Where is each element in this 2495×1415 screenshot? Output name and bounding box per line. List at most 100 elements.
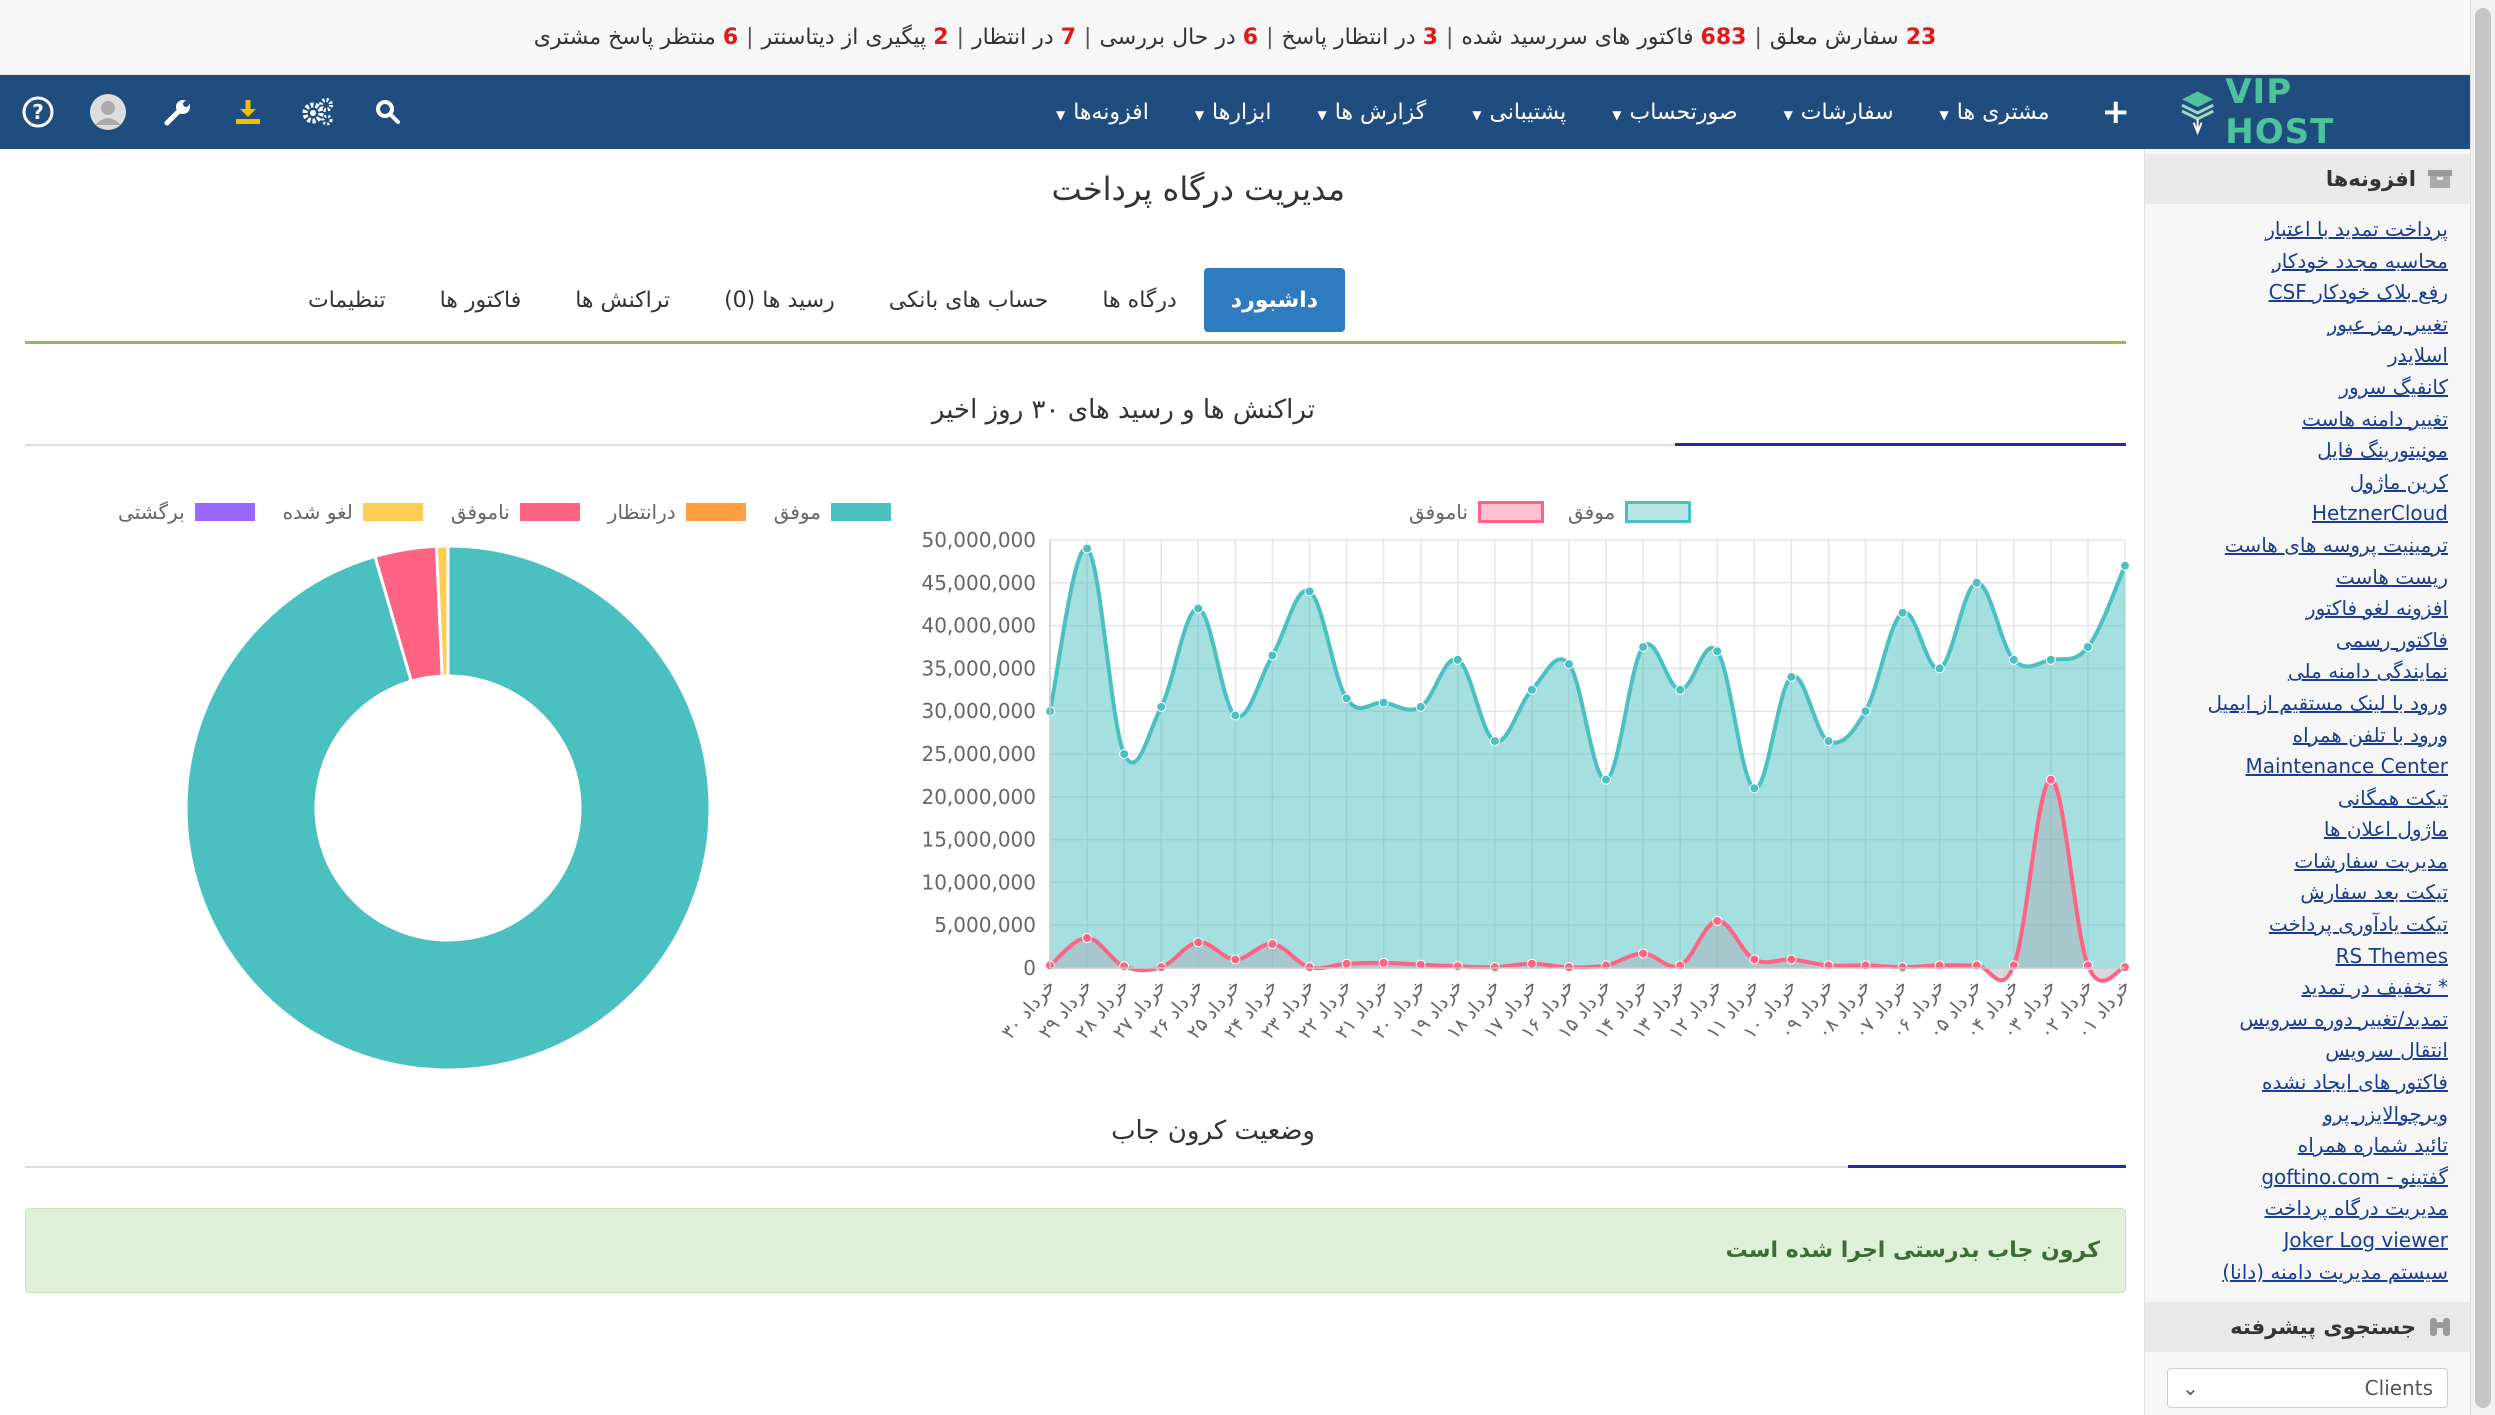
sidebar-link[interactable]: تغییر دامنه هاست [2301, 406, 2448, 431]
sidebar-link[interactable]: اسلایدر [2388, 343, 2448, 368]
data-point [2120, 560, 2130, 571]
area-chart-legend: موفق ناموفق [1385, 500, 1692, 524]
sidebar-link[interactable]: نمایندگی دامنه ملی [2287, 659, 2448, 684]
sidebar-link[interactable]: ورود با تلفن همراه [2292, 722, 2448, 747]
nav-item[interactable]: پشتیبانی ▼ [1472, 100, 1566, 125]
sidebar-link[interactable]: ریست هاست [2335, 564, 2448, 589]
sidebar-link[interactable]: تیکت بعد سفارش [2300, 880, 2448, 905]
sidebar-link[interactable]: * تخفیف در تمدید [2301, 975, 2448, 1000]
sidebar-link[interactable]: پرداخت تمدید با اعتبار [2265, 217, 2448, 241]
search-type-select[interactable]: ⌄ Clients [2167, 1368, 2448, 1409]
sidebar-link[interactable]: گفتینو - goftino.com [2261, 1164, 2448, 1189]
status-bar: 23 سفارش معلق | 683 فاکتور های سررسید شده |… [0, 0, 2470, 75]
legend-item[interactable]: ناموفق [451, 500, 580, 524]
sidebar-link[interactable]: تائید شماره همراه [2297, 1133, 2448, 1158]
sidebar-link[interactable]: RS Themes [2335, 943, 2448, 968]
sidebar-link[interactable]: تغییر رمز عبور [2327, 311, 2448, 336]
legend-item[interactable]: درانتظار [608, 500, 746, 524]
sidebar-link-item: کانفیگ سرور [2145, 372, 2448, 404]
sidebar-link-item: پرداخت تمدید با اعتبار [2145, 214, 2448, 246]
legend-label: موفق [773, 500, 821, 524]
data-point [1675, 684, 1686, 695]
sidebar-link[interactable]: مدیریت سفارشات [2294, 848, 2448, 873]
tab[interactable]: تراکنش ها [575, 287, 671, 313]
main-navbar: VIP HOST + مشتری ها▼ سفارشات▼ صورتحساب▼ پشت… [0, 72, 2470, 152]
tab[interactable]: حساب های بانکی [888, 287, 1049, 313]
scrollbar-thumb[interactable] [2475, 8, 2491, 1408]
sidebar-link[interactable]: افزونه لغو فاکتور [2305, 596, 2448, 621]
nav-item[interactable]: گزارش ها ▼ [1317, 100, 1426, 125]
nav-item[interactable]: مشتری ها ▼ [1940, 100, 2050, 125]
sidebar-link[interactable]: انتقال سرویس [2325, 1038, 2448, 1063]
download-icon[interactable] [228, 92, 268, 132]
section-divider [25, 444, 2126, 446]
data-point [1971, 577, 1982, 588]
sidebar-link[interactable]: مدیریت درگاه پرداخت [2264, 1196, 2448, 1221]
sidebar-link[interactable]: ورود با لینک مستقیم از ایمیل [2207, 690, 2448, 715]
tab[interactable]: تنظیمات [308, 287, 386, 313]
search-icon[interactable] [368, 92, 408, 132]
sidebar-link[interactable]: مونیتورینگ فایل [2317, 438, 2448, 463]
sidebar-link-item: سیستم مدیریت دامنه (دانا) [2145, 1257, 2448, 1289]
sidebar-link[interactable]: ترمینیت پروسه های هاست [2224, 532, 2448, 557]
status-item[interactable]: 6 منتظر پاسخ مشتری [534, 25, 738, 50]
sidebar-link[interactable]: کانفیگ سرور [2339, 374, 2448, 399]
data-point [1193, 603, 1204, 614]
sidebar-link-item: افزونه لغو فاکتور [2145, 593, 2448, 625]
cogs-icon[interactable] [298, 92, 338, 132]
sidebar-link[interactable]: Maintenance Center [2245, 754, 2448, 779]
data-point [1526, 958, 1537, 969]
tab[interactable]: داشبورد [1203, 268, 1345, 332]
sidebar-link[interactable]: کرین ماژول [2349, 469, 2448, 494]
status-separator: | [956, 24, 965, 50]
nav-item[interactable]: افزونه‌ها ▼ [1056, 100, 1149, 125]
y-tick-label: 50,000,000 [921, 528, 1036, 552]
nav-item[interactable]: صورتحساب ▼ [1612, 100, 1737, 125]
tab[interactable]: درگاه ها [1102, 287, 1177, 313]
legend-item[interactable]: برگشتی [118, 500, 255, 524]
user-avatar-icon[interactable] [88, 92, 128, 132]
status-item[interactable]: 7 در انتظار [972, 25, 1076, 50]
tab[interactable]: رسید ها (0) [724, 287, 835, 313]
logo[interactable]: VIP HOST [2180, 72, 2410, 152]
status-item[interactable]: 3 در انتظار پاسخ [1282, 25, 1438, 50]
sidebar-link-item: انتقال سرویس [2145, 1035, 2448, 1067]
sidebar-link[interactable]: محاسبه مجدد خودکار [2272, 248, 2448, 273]
sidebar-link[interactable]: رفع بلاک خودکار CSF [2268, 280, 2448, 305]
legend-item[interactable]: ناموفق [1409, 500, 1544, 524]
sidebar-link[interactable]: HetznerCloud [2311, 501, 2448, 526]
legend-item[interactable]: لغو شده [283, 500, 423, 524]
sidebar-link[interactable]: ماژول اعلان ها [2323, 817, 2448, 842]
tab-bar: داشبورد درگاه ها حساب های بانکی رسید ها (0)… [281, 266, 1345, 334]
nav-item[interactable]: سفارشات ▼ [1784, 100, 1894, 125]
status-item[interactable]: 683 فاکتور های سررسید شده [1461, 25, 1746, 50]
legend-swatch [1477, 501, 1544, 523]
legend-item[interactable]: موفق [774, 500, 891, 524]
donut-slice[interactable] [184, 544, 712, 1072]
status-item[interactable]: 6 در حال بررسی [1099, 25, 1258, 50]
wrench-icon[interactable] [158, 92, 198, 132]
sidebar-link[interactable]: سیستم مدیریت دامنه (دانا) [2222, 1259, 2448, 1284]
help-icon[interactable]: ? [18, 92, 58, 132]
nav-item-label: گزارش ها [1334, 99, 1427, 125]
sidebar-link[interactable]: تیکت یادآوری پرداخت [2268, 912, 2448, 937]
status-item[interactable]: 2 پیگیری از دیتاسنتر [762, 25, 949, 50]
y-tick-label: 20,000,000 [921, 785, 1036, 809]
sidebar-link[interactable]: فاکتور های ایجاد نشده [2262, 1070, 2448, 1095]
sidebar-link[interactable]: ویرچوالایزر پرو [2323, 1101, 2448, 1126]
cron-status-message: کرون جاب بدرستی اجرا شده است [1725, 1238, 2100, 1263]
sidebar-link[interactable]: Joker Log viewer [2283, 1228, 2448, 1252]
tab[interactable]: فاکتور ها [439, 287, 522, 313]
page-title: مدیریت درگاه پرداخت [1051, 170, 1345, 208]
sidebar-link[interactable]: تمدید/تغییر دوره سرویس [2239, 1006, 2448, 1031]
caret-down-icon: ▼ [1055, 107, 1066, 122]
vertical-scrollbar[interactable] [2470, 0, 2495, 1415]
nav-item[interactable]: ابزارها ▼ [1195, 100, 1272, 125]
sidebar-link[interactable]: تیکت همگانی [2337, 785, 2448, 810]
add-new-button[interactable]: + [2101, 92, 2131, 132]
sidebar-link[interactable]: فاکتور رسمی [2335, 627, 2448, 652]
legend-item[interactable]: موفق [1568, 500, 1692, 524]
y-tick-label: 25,000,000 [921, 742, 1036, 766]
status-item[interactable]: 23 سفارش معلق [1770, 25, 1936, 50]
y-tick-label: 45,000,000 [921, 571, 1036, 595]
